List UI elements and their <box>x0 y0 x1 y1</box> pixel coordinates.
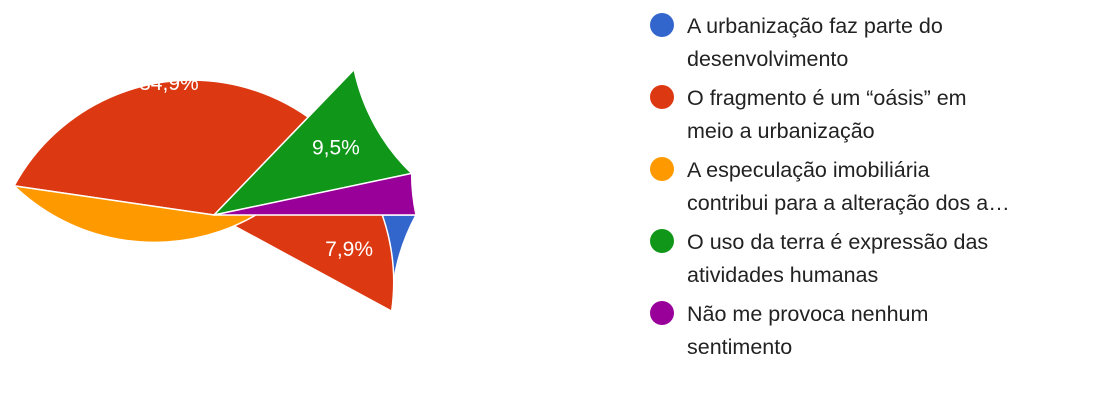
legend-label-oasis-line-1: O fragmento é um “oásis” em <box>687 86 967 110</box>
legend-swatch-urbanizacao <box>650 13 674 37</box>
pie-label-uso-da-terra: 9,5% <box>312 137 360 160</box>
legend-label-nenhum-sentimento-line-2: sentimento <box>687 335 793 359</box>
pie-label-oasis: 44,4% <box>140 336 200 359</box>
legend-label-uso-da-terra-line-1: O uso da terra é expressão das <box>687 230 989 254</box>
legend-swatch-especulacao <box>650 157 674 181</box>
legend-label-nenhum-sentimento-line-1: Não me provoca nenhum <box>687 302 929 326</box>
legend-swatch-nenhum-sentimento <box>650 301 674 325</box>
pie-labels: 7,9% 44,4% 34,9% 9,5% <box>139 72 373 359</box>
legend-item-urbanizacao[interactable]: A urbanização faz parte do desenvolvimen… <box>650 10 1090 82</box>
legend-label-oasis-line-2: meio a urbanização <box>687 119 875 143</box>
pie-slice-uso-da-terra[interactable] <box>213 68 413 216</box>
pie-label-urbanizacao: 7,9% <box>325 238 373 261</box>
pie-slice-nenhum-sentimento[interactable] <box>213 172 417 216</box>
legend-item-especulacao[interactable]: A especulação imobiliária contribui para… <box>650 154 1090 226</box>
legend-label-especulacao-line-2: contribui para a alteração dos a… <box>687 191 1010 215</box>
legend-label-especulacao-line-1: A especulação imobiliária <box>687 158 930 182</box>
legend-item-uso-da-terra[interactable]: O uso da terra é expressão das atividade… <box>650 226 1090 298</box>
legend-label-uso-da-terra-line-2: atividades humanas <box>687 263 879 287</box>
legend-item-nenhum-sentimento[interactable]: Não me provoca nenhum sentimento <box>650 298 1090 370</box>
pie-chart: 7,9% 44,4% 34,9% 9,5% <box>13 68 417 359</box>
pie-label-especulacao: 34,9% <box>139 72 199 95</box>
legend-swatch-uso-da-terra <box>650 229 674 253</box>
legend: A urbanização faz parte do desenvolvimen… <box>650 10 1090 370</box>
legend-item-oasis[interactable]: O fragmento é um “oásis” em meio a urban… <box>650 82 1090 154</box>
legend-label-urbanizacao-line-1: A urbanização faz parte do <box>687 14 943 38</box>
pie-slices <box>13 68 417 312</box>
legend-swatch-oasis <box>650 85 674 109</box>
legend-label-urbanizacao-line-2: desenvolvimento <box>687 47 849 71</box>
